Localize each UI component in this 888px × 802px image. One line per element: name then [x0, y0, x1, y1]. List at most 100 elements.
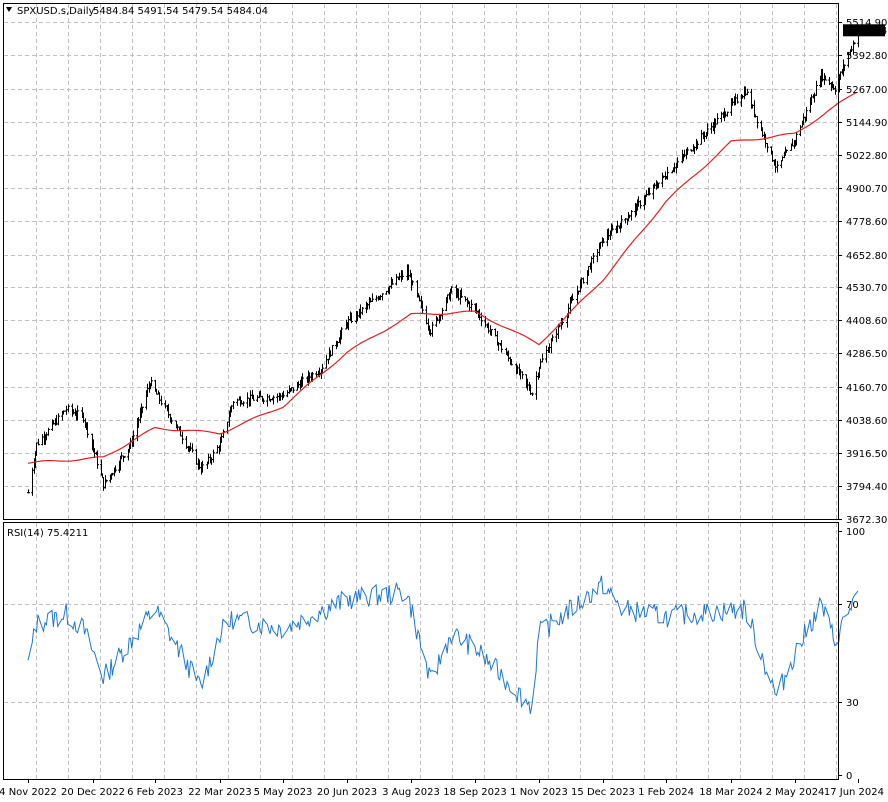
ohlc-bar: [805, 106, 808, 122]
ohlc-bar: [630, 209, 633, 221]
ohlc-bar: [132, 430, 135, 447]
rsi-axis: 100 70 30 0: [838, 527, 865, 782]
ohlc-bar: [639, 200, 642, 209]
time-tick-label: 15 Dec 2023: [571, 787, 635, 798]
ohlc-bar: [401, 270, 404, 280]
ohlc-bar: [181, 431, 184, 445]
price-tick-label: 4778.60: [846, 217, 887, 228]
ohlc-bar: [242, 401, 245, 407]
ohlc-bar: [282, 390, 285, 399]
time-tick-label: 20 Jun 2023: [317, 787, 377, 798]
ohlc-bar: [716, 113, 719, 125]
ohlc-bar: [431, 321, 434, 337]
ohlc-bar: [371, 293, 374, 302]
ohlc-bar: [460, 288, 463, 298]
ohlc-bar: [340, 327, 343, 340]
ohlc-bar: [686, 147, 689, 155]
price-tick-label: 5267.00: [846, 85, 887, 96]
ohlc-bar: [381, 293, 384, 301]
ohlc-bar: [331, 345, 334, 356]
ohlc-bar: [676, 157, 679, 168]
ohlc-bar: [834, 85, 837, 95]
ohlc-bar: [592, 253, 595, 264]
ohlc-bar: [252, 394, 255, 401]
ohlc-bar: [521, 371, 524, 379]
ohlc-bar: [37, 438, 40, 446]
rsi-tick-label: 70: [846, 600, 859, 611]
ohlc-bar: [611, 224, 614, 231]
ohlc-bar: [795, 131, 798, 146]
ohlc-bar: [105, 479, 108, 483]
price-axis: 5514.90 5392.80 5267.00 5144.90 5022.80 4900.…: [838, 18, 887, 526]
ohlc-bar: [843, 64, 846, 72]
ohlc-bar: [421, 300, 424, 315]
ohlc-bar: [123, 456, 126, 458]
time-tick-label: 4 Nov 2022: [0, 787, 57, 798]
ohlc-bar: [551, 334, 554, 342]
last-price-label: 5484.04: [846, 26, 887, 37]
time-axis: 4 Nov 2022 20 Dec 2022 6 Feb 2023 22 Mar 20…: [0, 779, 884, 798]
ohlc-bar: [785, 149, 788, 153]
price-tick-label: 5392.80: [846, 51, 887, 62]
rsi-tick-label: 0: [846, 771, 852, 782]
price-tick-label: 4286.50: [846, 349, 887, 360]
time-tick-label: 6 Feb 2023: [127, 787, 183, 798]
ohlc-bar: [150, 376, 153, 387]
rsi-panel-frame: [3, 522, 839, 780]
price-bars: [27, 24, 860, 496]
ohlc-bar: [756, 115, 759, 129]
ohlc-bar: [500, 340, 503, 353]
time-tick-label: 20 Dec 2022: [61, 787, 125, 798]
ohlc-bar: [736, 94, 739, 104]
ohlc-bar: [746, 88, 749, 96]
price-tick-label: 4900.70: [846, 184, 887, 195]
time-tick-label: 18 Mar 2024: [699, 787, 762, 798]
ohlc-bar: [531, 392, 534, 396]
ohlc-bar: [170, 417, 173, 424]
ohlc-bar: [76, 405, 79, 421]
ohlc-values: 5484.84 5491.54 5479.54 5484.04: [93, 6, 268, 17]
time-tick-label: 3 Aug 2023: [382, 787, 440, 798]
ohlc-bar: [262, 398, 265, 404]
moving-average-line: [27, 91, 857, 464]
ohlc-bar: [726, 111, 729, 117]
ohlc-bar: [648, 187, 651, 196]
ohlc-bar: [86, 422, 89, 438]
ohlc-bar: [350, 312, 353, 324]
price-tick-label: 3794.40: [846, 482, 887, 493]
price-tick-label: 4038.60: [846, 416, 887, 427]
price-tick-label: 5144.90: [846, 118, 887, 129]
ohlc-bar: [776, 160, 779, 173]
dropdown-arrow-icon[interactable]: [6, 7, 12, 12]
price-tick-label: 4408.60: [846, 316, 887, 327]
ohlc-bar: [571, 293, 574, 301]
symbol-label: SPXUSD.s,Daily: [17, 6, 95, 17]
ohlc-bar: [696, 140, 699, 149]
time-tick-label: 1 Nov 2023: [510, 787, 568, 798]
ohlc-bar: [561, 318, 564, 326]
ohlc-bar: [191, 443, 194, 453]
ohlc-bar: [411, 280, 414, 286]
price-tick-label: 4160.70: [846, 383, 887, 394]
ohlc-bar: [212, 449, 215, 463]
ohlc-bar: [47, 427, 50, 436]
ohlc-bar: [657, 182, 660, 189]
ohlc-bar: [815, 80, 818, 96]
ohlc-bar: [27, 489, 30, 494]
ohlc-bar: [766, 142, 769, 153]
ohlc-bar: [582, 277, 585, 284]
ohlc-bar: [706, 123, 709, 137]
ohlc-bar: [292, 387, 295, 393]
ohlc-bar: [272, 395, 275, 405]
time-tick-label: 17 Jun 2024: [824, 787, 884, 798]
ohlc-bar: [361, 307, 364, 315]
ohlc-bar: [666, 166, 669, 180]
price-tick-label: 4530.70: [846, 283, 887, 294]
ohlc-bar: [301, 373, 304, 387]
rsi-line: [27, 575, 859, 715]
price-tick-label: 3916.50: [846, 449, 887, 460]
last-price-tag: [843, 24, 885, 37]
ohlc-bar: [853, 42, 856, 45]
